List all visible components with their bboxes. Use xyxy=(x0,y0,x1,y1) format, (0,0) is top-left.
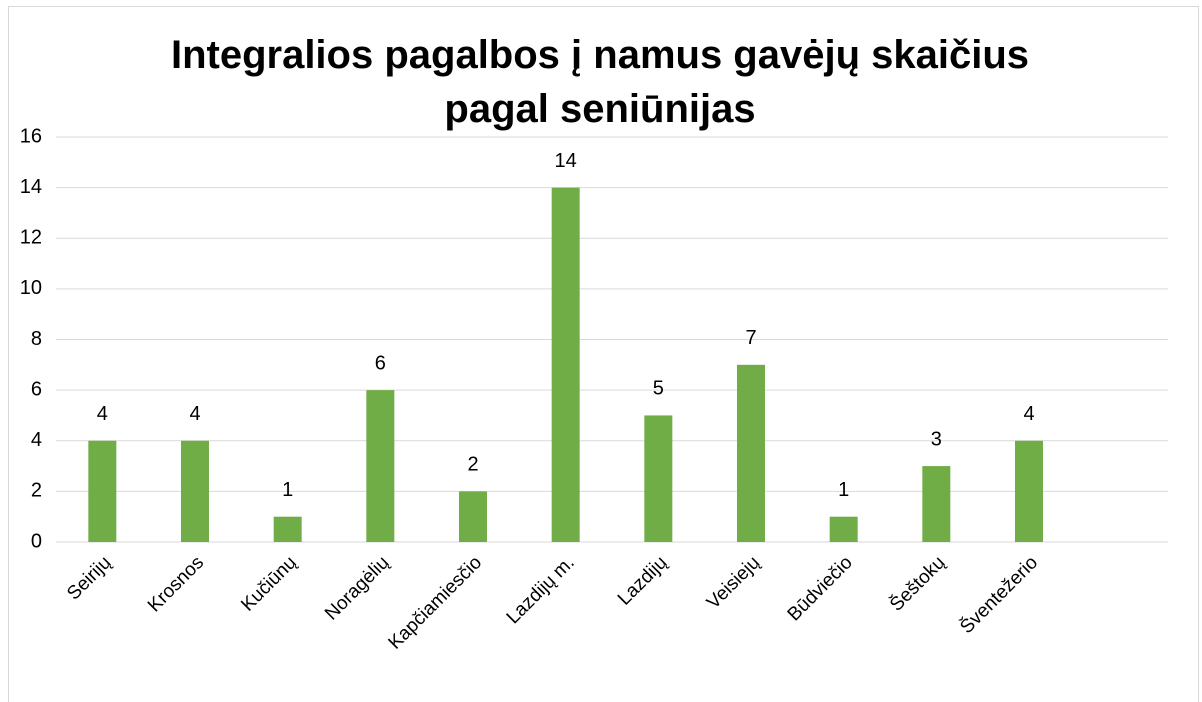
data-label: 6 xyxy=(375,352,386,374)
x-tick-label: Veisiejų xyxy=(703,552,764,613)
y-tick-label: 6 xyxy=(31,378,42,400)
data-label: 4 xyxy=(1023,403,1034,425)
x-tick-label: Noragėlių xyxy=(321,552,393,624)
data-label: 14 xyxy=(555,150,577,172)
bar xyxy=(551,187,580,542)
y-tick-label: 12 xyxy=(20,227,42,249)
bar xyxy=(181,440,209,542)
y-tick-label: 16 xyxy=(20,125,42,147)
x-tick-label: Lazdijų xyxy=(614,552,671,609)
bar xyxy=(273,516,302,542)
bar xyxy=(88,440,117,542)
data-label: 1 xyxy=(282,479,293,501)
x-tick-label: Būdviečio xyxy=(784,552,857,625)
x-tick-label: Kapčiamiesčio xyxy=(385,552,486,653)
y-tick-label: 10 xyxy=(20,277,42,299)
y-tick-label: 0 xyxy=(31,530,42,552)
data-label: 5 xyxy=(653,378,664,400)
data-label: 7 xyxy=(745,327,756,349)
chart-border xyxy=(8,6,1199,702)
data-label: 1 xyxy=(838,479,849,501)
chart-title: Integralios pagalbos į namus gavėjų skai… xyxy=(170,33,1030,131)
bar xyxy=(459,491,487,542)
x-tick-label: Lazdijų m. xyxy=(503,552,579,628)
y-tick-label: 8 xyxy=(31,328,42,350)
bar xyxy=(922,466,951,542)
x-tick-label: Šeštokų xyxy=(885,552,949,616)
data-label: 2 xyxy=(467,454,478,476)
bar xyxy=(1015,440,1043,542)
data-label: 4 xyxy=(189,403,200,425)
bar xyxy=(829,516,858,542)
y-tick-label: 14 xyxy=(20,176,42,198)
bar xyxy=(737,364,765,542)
data-label: 3 xyxy=(931,428,942,450)
y-tick-label: 4 xyxy=(31,429,42,451)
x-tick-label: Seirijų xyxy=(63,552,115,604)
y-tick-label: 2 xyxy=(31,480,42,502)
x-tick-label: Šventežerio xyxy=(956,552,1043,639)
bar xyxy=(366,390,395,542)
data-label: 4 xyxy=(97,403,108,425)
x-tick-label: Kučiūnų xyxy=(237,552,300,615)
bar xyxy=(644,415,673,542)
x-tick-label: Krosnos xyxy=(144,552,208,616)
